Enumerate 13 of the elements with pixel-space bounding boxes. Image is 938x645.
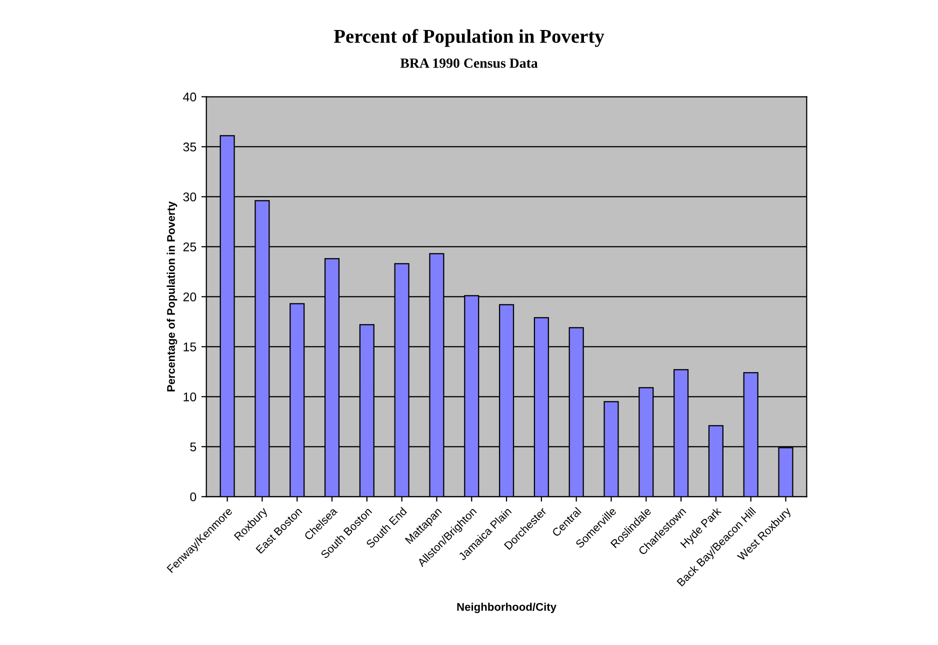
y-tick-label: 35 [183,142,196,152]
chart-title: Percent of Population in Poverty [334,29,604,47]
x-axis-title: Neighborhood/City [457,602,556,614]
y-tick-label: 5 [190,442,196,452]
y-tick-label: 40 [183,92,196,102]
y-tick-label: 20 [183,292,196,302]
y-tick-label: 25 [183,242,196,252]
y-tick-label: 15 [184,342,196,352]
chart-subtitle: BRA 1990 Census Data [400,58,538,68]
y-tick-label: 0 [190,492,196,502]
y-tick-label: 30 [183,192,196,202]
y-axis-title: Percentage of Population in Poverty [166,201,178,392]
y-tick-label: 10 [184,392,196,402]
